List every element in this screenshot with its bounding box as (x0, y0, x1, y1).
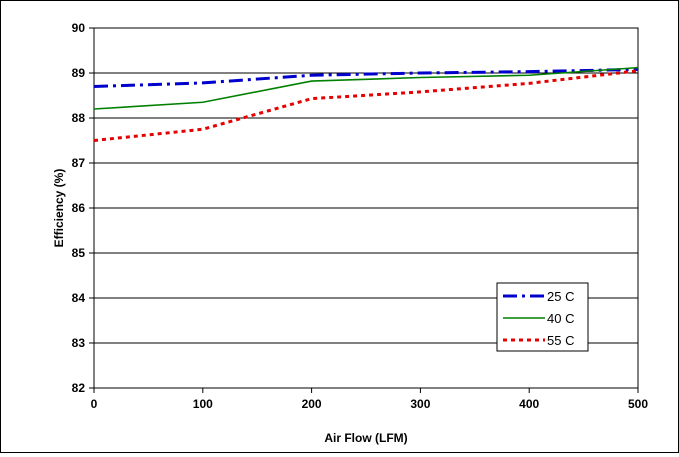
x-tick-label: 300 (410, 397, 430, 411)
x-tick-label: 100 (193, 397, 213, 411)
y-tick-label: 85 (72, 246, 86, 260)
legend-label: 25 C (547, 289, 574, 304)
series-lines (93, 66, 639, 142)
legend-label: 55 C (547, 333, 574, 348)
x-axis-ticks: 0 100 200 300 400 500 (91, 388, 648, 411)
x-axis-title: Air Flow (LFM) (324, 431, 407, 445)
x-tick-label: 200 (302, 397, 322, 411)
series-line-3 (93, 69, 639, 142)
x-tick-label: 500 (628, 397, 648, 411)
y-tick-label: 89 (72, 66, 86, 80)
series-line-2 (93, 66, 639, 110)
y-tick-label: 87 (72, 156, 86, 170)
y-axis-title: Efficiency (%) (52, 169, 66, 248)
series-line-1 (93, 67, 639, 88)
y-axis-ticks: 82 83 84 85 86 87 88 89 90 (72, 21, 94, 395)
x-tick-label: 400 (519, 397, 539, 411)
legend: 25 C 40 C 55 C (496, 282, 589, 352)
y-tick-label: 86 (72, 201, 86, 215)
y-tick-label: 90 (72, 21, 86, 35)
legend-label: 40 C (547, 311, 574, 326)
y-tick-label: 88 (72, 111, 86, 125)
y-tick-label: 83 (72, 336, 86, 350)
y-tick-label: 82 (72, 381, 86, 395)
x-tick-label: 0 (91, 397, 98, 411)
y-tick-label: 84 (72, 291, 86, 305)
